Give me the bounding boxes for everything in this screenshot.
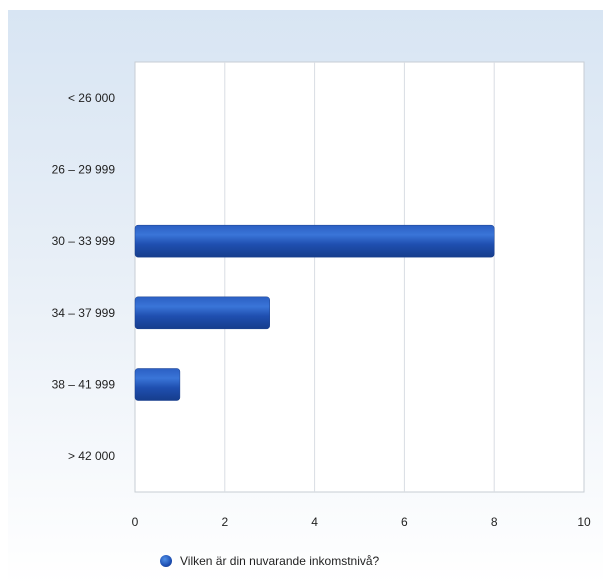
legend: Vilken är din nuvarande inkomstnivå? — [160, 554, 379, 568]
x-tick-label: 4 — [311, 515, 318, 529]
y-category-label: 34 – 37 999 — [52, 306, 116, 320]
legend-label: Vilken är din nuvarande inkomstnivå? — [180, 554, 380, 568]
x-tick-label: 10 — [577, 515, 591, 529]
grid-lines — [224, 62, 495, 492]
x-tick-label: 6 — [401, 515, 408, 529]
x-tick-label: 8 — [491, 515, 498, 529]
bar[interactable] — [134, 224, 495, 258]
y-category-label: 30 – 33 999 — [52, 234, 116, 248]
x-tick-label: 2 — [221, 515, 228, 529]
plot-area — [134, 61, 585, 493]
x-axis-labels: 0 2 4 6 8 10 — [132, 515, 591, 529]
y-category-label: 26 – 29 999 — [52, 163, 116, 177]
bar[interactable] — [134, 368, 181, 401]
y-category-label: 38 – 41 999 — [52, 378, 116, 392]
x-tick-label: 0 — [132, 515, 139, 529]
y-axis-labels: < 26 000 26 – 29 999 30 – 33 999 34 – 37 99… — [52, 91, 116, 463]
bar[interactable] — [134, 296, 270, 330]
y-category-label: < 26 000 — [68, 91, 115, 105]
legend-marker-icon — [160, 555, 172, 567]
y-category-label: > 42 000 — [68, 449, 115, 463]
bars — [134, 224, 495, 401]
